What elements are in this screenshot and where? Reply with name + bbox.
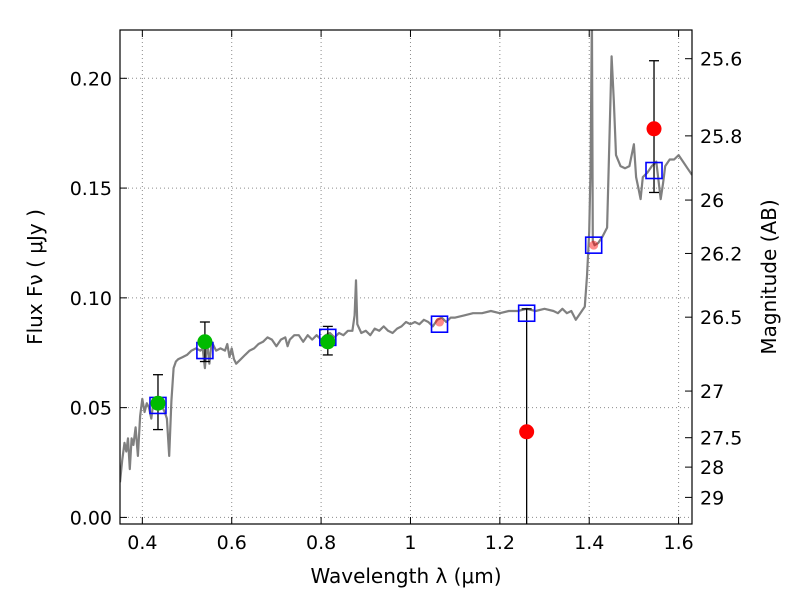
x-tick-label: 0.8	[306, 532, 336, 554]
y-axis-label: Flux Fν ( μJy )	[23, 209, 47, 345]
detection-point	[197, 334, 213, 350]
detection-point	[320, 334, 336, 350]
low-significance-point	[646, 121, 662, 137]
y-tick-label: 0.15	[70, 178, 112, 200]
right-tick-label: 26	[700, 190, 724, 212]
template-spectrum-line	[120, 30, 692, 483]
model-flux-square	[584, 236, 603, 254]
right-tick-label: 25.6	[700, 49, 742, 71]
grid-lines	[120, 30, 692, 524]
plot-frame	[119, 29, 693, 525]
y-tick-label: 0.05	[70, 398, 112, 420]
right-tick-label: 26.5	[700, 307, 742, 329]
right-axis-label: Magnitude (AB)	[757, 199, 781, 354]
y-tick-label: 0.20	[70, 68, 112, 90]
y-tick-label: 0.00	[70, 507, 112, 529]
low-significance-point	[435, 317, 445, 327]
x-tick-label: 1.4	[574, 532, 604, 554]
detection-point	[150, 395, 166, 411]
right-tick-label: 25.8	[700, 126, 742, 148]
axes: 0.4 0.6 0.8 1 1.2 1.4 1.6 0.00 0.05 0.10 0.15 0.20 2…	[70, 30, 742, 554]
right-tick-label: 28	[700, 457, 724, 479]
model-flux-square	[517, 304, 536, 323]
x-tick-label: 0.6	[217, 532, 247, 554]
model-flux-square	[430, 315, 449, 334]
x-tick-label: 0.4	[127, 532, 157, 554]
model-flux-square	[645, 161, 663, 180]
x-tick-label: 1.6	[663, 532, 693, 554]
plot-area	[120, 30, 692, 524]
y-tick-label: 0.10	[70, 288, 112, 310]
x-tick-label: 1.2	[485, 532, 515, 554]
right-tick-label: 26.2	[700, 243, 742, 265]
x-tick-label: 1	[404, 532, 416, 554]
x-axis-label: Wavelength λ (μm)	[310, 564, 501, 588]
low-significance-point	[519, 424, 535, 440]
right-tick-label: 27	[700, 381, 724, 403]
low-significance-point	[589, 240, 599, 250]
right-tick-label: 27.5	[700, 428, 742, 450]
right-tick-label: 29	[700, 487, 724, 509]
